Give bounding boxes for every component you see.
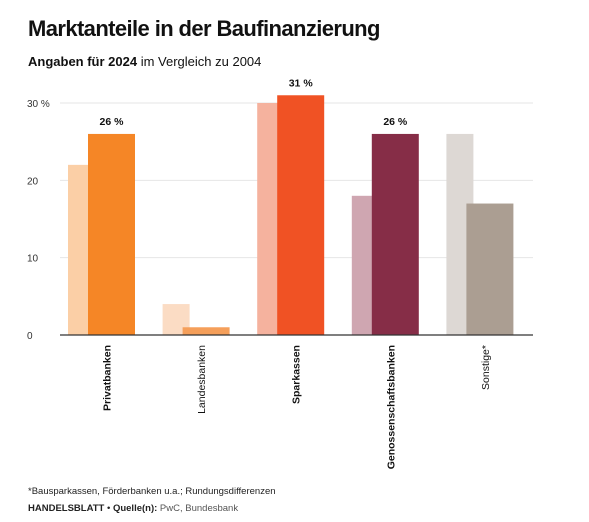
data-label: 26 % xyxy=(100,116,125,128)
subtitle-bold: Angaben für 2024 xyxy=(28,54,138,69)
bar-2024 xyxy=(182,327,230,335)
source-line: HANDELSBLATT • Quelle(n): PwC, Bundesban… xyxy=(28,503,238,514)
bar-2024 xyxy=(88,133,135,335)
category-label: Sonstige* xyxy=(480,345,492,390)
bar-2024 xyxy=(277,95,325,336)
category-label: Genossenschaftsbanken xyxy=(385,345,397,469)
footnote: *Bausparkassen, Förderbanken u.a.; Rundu… xyxy=(28,486,276,497)
source-value: PwC, Bundesbank xyxy=(157,503,239,514)
subtitle-rest: im Vergleich zu 2004 xyxy=(137,54,262,69)
brand-name: HANDELSBLATT xyxy=(28,503,105,514)
bar-2024 xyxy=(371,133,419,335)
category-label: Privatbanken xyxy=(102,345,114,411)
y-tick-label: 10 xyxy=(27,254,39,265)
chart-subtitle: Angaben für 2024 im Vergleich zu 2004 xyxy=(28,54,261,69)
source-label: Quelle(n): xyxy=(112,503,158,514)
category-label: Landesbanken xyxy=(196,345,208,414)
y-tick-label: 20 xyxy=(27,176,39,187)
bar-chart: 0 10 20 30 % 26 % Privatbanken Landesbanken 31 … xyxy=(27,77,533,469)
category-label: Sparkassen xyxy=(291,345,303,404)
data-label: 26 % xyxy=(383,116,408,128)
y-tick-label: 0 xyxy=(27,331,33,342)
source-separator: • xyxy=(104,503,113,514)
chart-title: Marktanteile in der Baufinanzierung xyxy=(28,16,380,41)
data-label: 31 % xyxy=(289,77,314,89)
y-tick-label: 30 % xyxy=(27,99,50,110)
bar-2024 xyxy=(466,203,514,335)
